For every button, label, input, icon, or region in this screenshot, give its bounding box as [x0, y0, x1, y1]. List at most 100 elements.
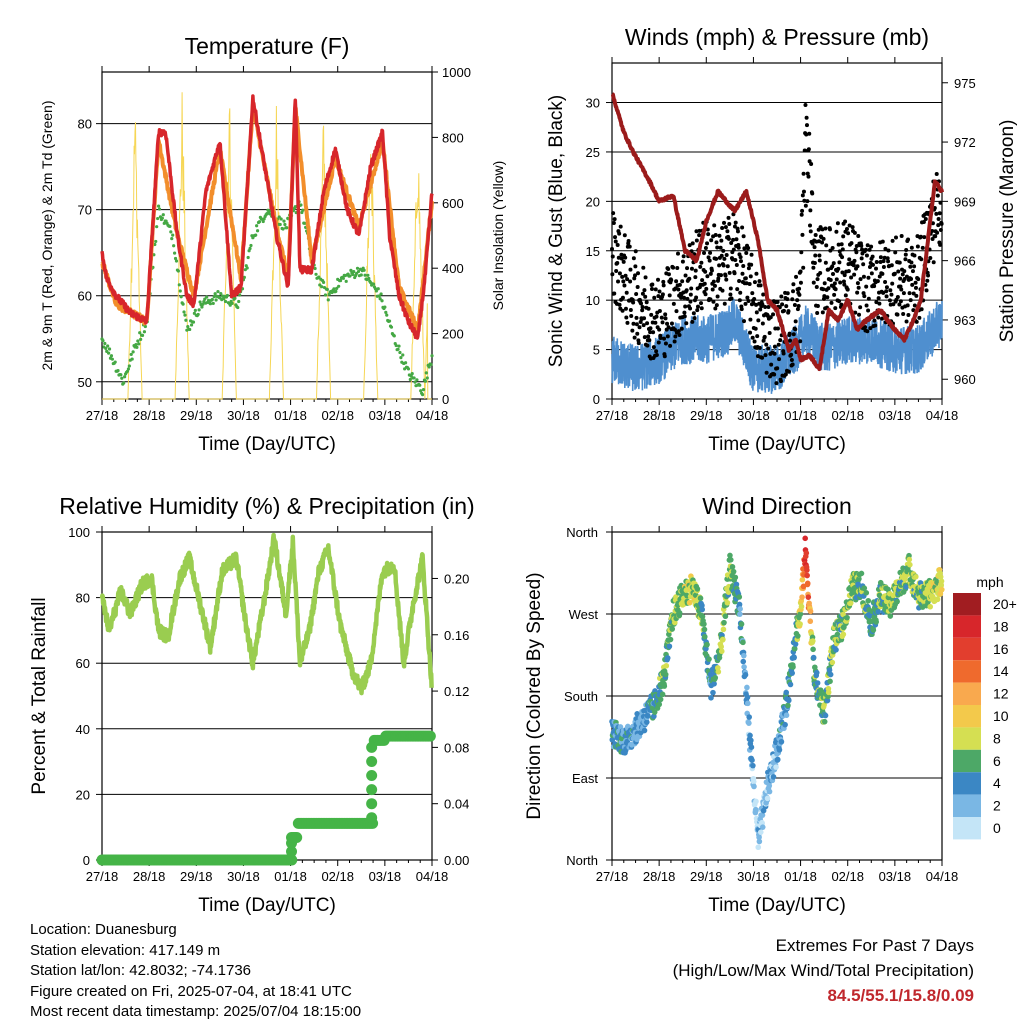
- gust-point: [737, 298, 742, 303]
- dewpoint-point: [281, 227, 285, 231]
- legend-label: 20+: [993, 596, 1017, 612]
- direction-point: [755, 844, 762, 851]
- gust-point: [804, 123, 809, 128]
- gust-point: [798, 269, 803, 274]
- gust-point: [802, 148, 807, 153]
- gust-point: [935, 230, 940, 235]
- dewpoint-point: [119, 373, 123, 377]
- gust-point: [665, 334, 670, 339]
- gust-point: [833, 306, 838, 311]
- winds-y2label: Station Pressure (Maroon): [997, 120, 1018, 343]
- gust-point: [632, 335, 637, 340]
- gust-point: [760, 302, 765, 307]
- gust-point: [790, 297, 795, 302]
- gust-point: [723, 273, 728, 278]
- gust-point: [743, 301, 748, 306]
- dewpoint-point: [104, 346, 108, 351]
- gust-point: [738, 259, 743, 264]
- dewpoint-point: [178, 289, 182, 293]
- dewpoint-point: [359, 273, 363, 277]
- gust-point: [657, 289, 662, 294]
- winds-y2tick-label: 975: [954, 76, 976, 91]
- winds-ytick-label: 0: [593, 392, 600, 407]
- dewpoint-point: [404, 361, 408, 365]
- gust-point: [689, 266, 694, 271]
- dewpoint-point: [134, 343, 138, 347]
- gust-point: [867, 247, 872, 252]
- gust-point: [742, 246, 747, 251]
- gust-point: [834, 229, 839, 234]
- direction-point: [778, 738, 785, 745]
- direction-point: [643, 719, 650, 725]
- gust-point: [699, 306, 704, 311]
- gust-point: [719, 238, 724, 243]
- gust-point: [912, 253, 917, 258]
- dewpoint-point: [334, 289, 338, 293]
- gust-point: [688, 299, 693, 304]
- direction-point: [699, 606, 706, 613]
- direction-point: [938, 578, 945, 584]
- direction-point: [749, 757, 755, 763]
- extremes-title: Extremes For Past 7 Days: [775, 936, 974, 955]
- rh-line: [99, 532, 434, 696]
- temperature-ytick-label: 50: [78, 375, 92, 390]
- gust-point: [783, 372, 788, 377]
- gust-point: [635, 331, 640, 336]
- gust-point: [864, 253, 869, 258]
- gust-point: [870, 262, 875, 267]
- dewpoint-point: [177, 283, 181, 287]
- dewpoint-point: [116, 369, 120, 373]
- gust-point: [904, 274, 909, 279]
- dewpoint-point: [283, 222, 287, 227]
- gust-point: [667, 293, 672, 298]
- gust-point: [807, 131, 812, 136]
- gust-point: [841, 234, 846, 239]
- gust-point: [795, 307, 800, 312]
- gust-point: [649, 312, 654, 317]
- wdir-ytick-label: North: [566, 853, 598, 868]
- dewpoint-point: [193, 308, 197, 312]
- dewpoint-point: [385, 313, 389, 317]
- gust-point: [729, 241, 734, 246]
- dewpoint-point: [415, 378, 419, 382]
- rainfall-point: [366, 798, 378, 810]
- gust-point: [863, 325, 868, 330]
- wdir-xtick-label: 30/18: [737, 869, 770, 884]
- gust-point: [824, 243, 829, 248]
- gust-point: [715, 294, 720, 299]
- gust-point: [646, 334, 651, 339]
- gust-point: [616, 279, 621, 284]
- dewpoint-point: [268, 212, 272, 216]
- direction-point: [894, 598, 900, 605]
- dewpoint-point: [257, 220, 262, 224]
- direction-point: [718, 643, 724, 650]
- dewpoint-point: [222, 297, 226, 301]
- dewpoint-point: [421, 388, 426, 392]
- gust-point: [825, 295, 830, 300]
- gust-point: [628, 267, 633, 272]
- gust-point: [930, 229, 935, 234]
- gust-point: [842, 273, 847, 278]
- direction-point: [783, 712, 790, 719]
- dewpoint-point: [107, 347, 112, 351]
- station-info: Location: Duanesburg Station elevation: …: [30, 920, 361, 1023]
- direction-point: [694, 586, 701, 592]
- gust-point: [904, 319, 909, 324]
- rh-ytick-label: 80: [76, 591, 90, 606]
- winds-xtick-label: 04/18: [926, 408, 959, 423]
- dewpoint-point: [186, 324, 190, 329]
- gust-point: [671, 265, 676, 270]
- gust-point: [746, 266, 751, 271]
- gust-point: [610, 272, 615, 277]
- gust-point: [864, 284, 869, 289]
- direction-point: [757, 829, 764, 835]
- dewpoint-point: [206, 298, 211, 303]
- gust-point: [702, 250, 707, 255]
- direction-point: [805, 594, 812, 600]
- gust-point: [886, 259, 891, 264]
- direction-point: [656, 701, 663, 708]
- gust-point: [645, 321, 650, 326]
- dewpoint-point: [223, 299, 228, 304]
- winds-xtick-label: 01/18: [784, 408, 817, 423]
- gust-point: [870, 254, 875, 259]
